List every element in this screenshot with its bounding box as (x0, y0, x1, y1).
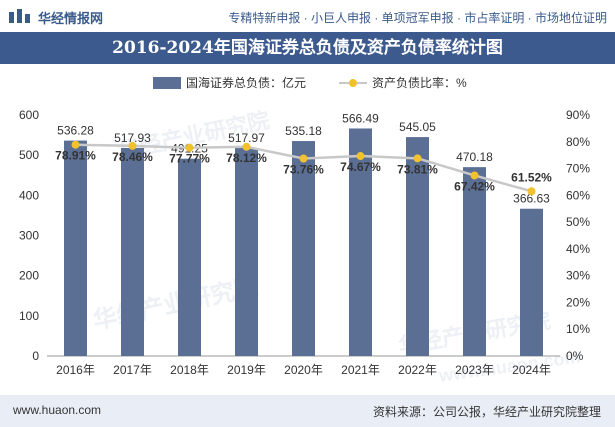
x-tick-label: 2020年 (284, 363, 323, 377)
legend-line-label: 资产负债比率：% (372, 75, 467, 90)
watermark-layer: 华经产业研究院华经产业研究院华经产业研究院www.huaon.com (90, 107, 581, 386)
line-value-label: 67.42% (454, 179, 495, 193)
line-point (470, 171, 479, 180)
line-point (185, 143, 194, 152)
y-right-tick-label: 70% (566, 162, 590, 176)
bar-value-label: 536.28 (57, 124, 94, 138)
x-tick-label: 2017年 (113, 363, 152, 377)
y-right-tick-label: 20% (566, 295, 590, 309)
line-point (242, 142, 251, 151)
line-value-label: 77.77% (169, 152, 210, 166)
legend-bar-swatch (153, 77, 181, 89)
bar (520, 208, 543, 356)
y-left-tick-label: 400 (19, 188, 39, 202)
legend-bar-label: 国海证券总负债：亿元 (186, 75, 306, 90)
chart-title: 2016-2024年国海证券总负债及资产负债率统计图 (112, 38, 503, 58)
y-left-tick-label: 500 (19, 148, 39, 162)
footer-bar: www.huaon.com 资料来源：公司公报，华经产业研究院整理 (0, 395, 615, 427)
bar-series (64, 128, 543, 356)
bar (235, 147, 258, 356)
footer-site: www.huaon.com (13, 403, 102, 417)
y-left-tick-label: 100 (19, 309, 39, 323)
line-point (356, 152, 365, 161)
chart-legend: 国海证券总负债：亿元 资产负债比率：% (153, 75, 467, 90)
line-value-label: 73.81% (397, 162, 438, 176)
line-label-group: 78.91% 78.46% 77.77% 78.12% 73.76% 74.67% 73.8… (55, 149, 552, 194)
y-right-tick-label: 30% (566, 269, 590, 283)
y-left-tick-label: 0 (32, 349, 39, 363)
y-left-tick-label: 300 (19, 229, 39, 243)
line-value-label: 78.12% (226, 151, 267, 165)
title-bar: 2016-2024年国海证券总负债及资产负债率统计图 (0, 32, 615, 64)
x-tick-label: 2018年 (170, 363, 209, 377)
y-right-tick-label: 40% (566, 242, 590, 256)
bar (292, 141, 315, 356)
y-right-tick-label: 60% (566, 188, 590, 202)
y-right-tick-label: 50% (566, 215, 590, 229)
x-tick-label: 2023年 (455, 363, 494, 377)
line-series (71, 140, 536, 196)
line-value-label: 73.76% (283, 162, 324, 176)
line-point (527, 187, 536, 196)
bar-value-label: 545.05 (399, 120, 436, 134)
bar (349, 128, 372, 356)
bar (64, 140, 87, 356)
footer-source: 资料来源：公司公报，华经产业研究院整理 (372, 405, 601, 419)
bar-value-label: 366.63 (513, 192, 550, 206)
bar-value-label: 517.93 (114, 131, 151, 145)
legend-line-marker (349, 79, 357, 87)
bar (121, 147, 144, 356)
bar-value-label: 517.97 (228, 131, 265, 145)
brand-name: 华经情报网 (38, 11, 104, 26)
bar (178, 158, 201, 356)
line-point (128, 141, 137, 150)
chart-area: 华经产业研究院华经产业研究院华经产业研究院www.huaon.com 国海证券总… (19, 75, 590, 386)
x-tick-label: 2016年 (56, 363, 95, 377)
line-point (413, 154, 422, 163)
x-tick-label: 2024年 (512, 363, 551, 377)
logo-icon (9, 9, 30, 23)
bar (406, 137, 429, 356)
y-left-tick-label: 200 (19, 269, 39, 283)
bar-value-label: 470.18 (456, 150, 493, 164)
line-point (71, 140, 80, 149)
line-point (299, 154, 308, 163)
line-value-label: 78.46% (112, 150, 153, 164)
x-tick-label: 2022年 (398, 363, 437, 377)
y-right-tick-label: 10% (566, 322, 590, 336)
line-value-label: 74.67% (340, 160, 381, 174)
line-value-label: 61.52% (511, 170, 552, 184)
bar-value-label: 566.49 (342, 111, 379, 125)
bar (463, 167, 486, 356)
x-tick-label: 2019年 (227, 363, 266, 377)
y-left-tick-label: 600 (19, 108, 39, 122)
y-right-tick-label: 90% (566, 108, 590, 122)
y-right-tick-label: 0% (566, 349, 584, 363)
header-slogan: 专精特新申报 · 小巨人申报 · 单项冠军申报 · 市占率证明 · 市场地位证明 (228, 11, 607, 25)
header-bar: 华经情报网 专精特新申报 · 小巨人申报 · 单项冠军申报 · 市占率证明 · … (0, 0, 615, 32)
y-right-tick-label: 80% (566, 135, 590, 149)
bar-value-label: 535.18 (285, 124, 322, 138)
line-value-label: 78.91% (55, 149, 96, 163)
x-tick-label: 2021年 (341, 363, 380, 377)
